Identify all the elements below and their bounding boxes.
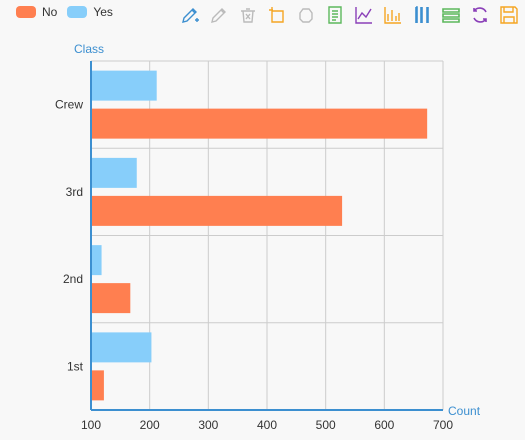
bar-no-2nd[interactable] [91,283,131,314]
save-image-button[interactable] [497,4,521,26]
legend: No Yes [16,5,113,19]
bar-yes-3rd[interactable] [91,157,137,188]
legend-label-yes: Yes [93,5,113,19]
data-view-icon [328,6,342,24]
bar-yes-crew[interactable] [91,70,157,101]
tick-labels: 100 200 300 400 500 600 700 1st 2nd 3rd Crew [55,98,453,432]
data-view-button[interactable] [323,4,347,26]
grid [91,60,444,411]
y-axis-title: Class [74,42,104,56]
x-tick-label: 700 [433,418,453,432]
bar-chart-icon [384,7,401,24]
bars [91,70,428,401]
x-axis-title: Count [448,404,481,418]
mark-undo-button[interactable] [207,4,231,26]
y-tick-label: 3rd [66,185,83,199]
restore-button[interactable] [468,4,492,26]
restore-icon [473,7,487,23]
mark-button[interactable] [178,4,202,26]
legend-swatch-yes [67,6,88,18]
line-chart-button[interactable] [352,4,376,26]
x-tick-label: 400 [257,418,277,432]
line-chart-icon [355,7,372,24]
x-tick-label: 200 [140,418,160,432]
mark-clear-icon [241,8,255,23]
save-image-icon [500,6,518,24]
legend-item-yes[interactable]: Yes [67,5,113,19]
y-tick-label: Crew [55,98,83,112]
bar-no-1st[interactable] [91,370,104,401]
bar-chart-button[interactable] [381,4,405,26]
mark-undo-icon [211,8,226,23]
data-zoom-icon [269,7,284,23]
stack-button[interactable] [410,4,434,26]
x-tick-label: 300 [198,418,218,432]
data-zoom-reset-icon [299,8,313,23]
data-zoom-button[interactable] [265,4,289,26]
legend-swatch-no [16,6,36,18]
bar-no-crew[interactable] [91,108,428,139]
x-tick-label: 600 [374,418,394,432]
tiled-button[interactable] [439,4,463,26]
stack-icon [415,6,429,23]
toolbox [178,4,521,26]
data-zoom-reset-button[interactable] [294,4,318,26]
x-tick-label: 100 [81,418,101,432]
y-tick-label: 1st [67,359,84,373]
legend-item-no[interactable]: No [16,5,57,19]
tiled-icon [442,8,460,23]
mark-icon [182,8,199,23]
axes [90,61,443,411]
bar-yes-1st[interactable] [91,332,152,363]
bar-yes-2nd[interactable] [91,245,102,276]
legend-label-no: No [42,5,58,19]
mark-clear-button[interactable] [236,4,260,26]
bar-no-3rd[interactable] [91,195,343,226]
y-tick-label: 2nd [63,272,83,286]
x-tick-label: 500 [316,418,336,432]
